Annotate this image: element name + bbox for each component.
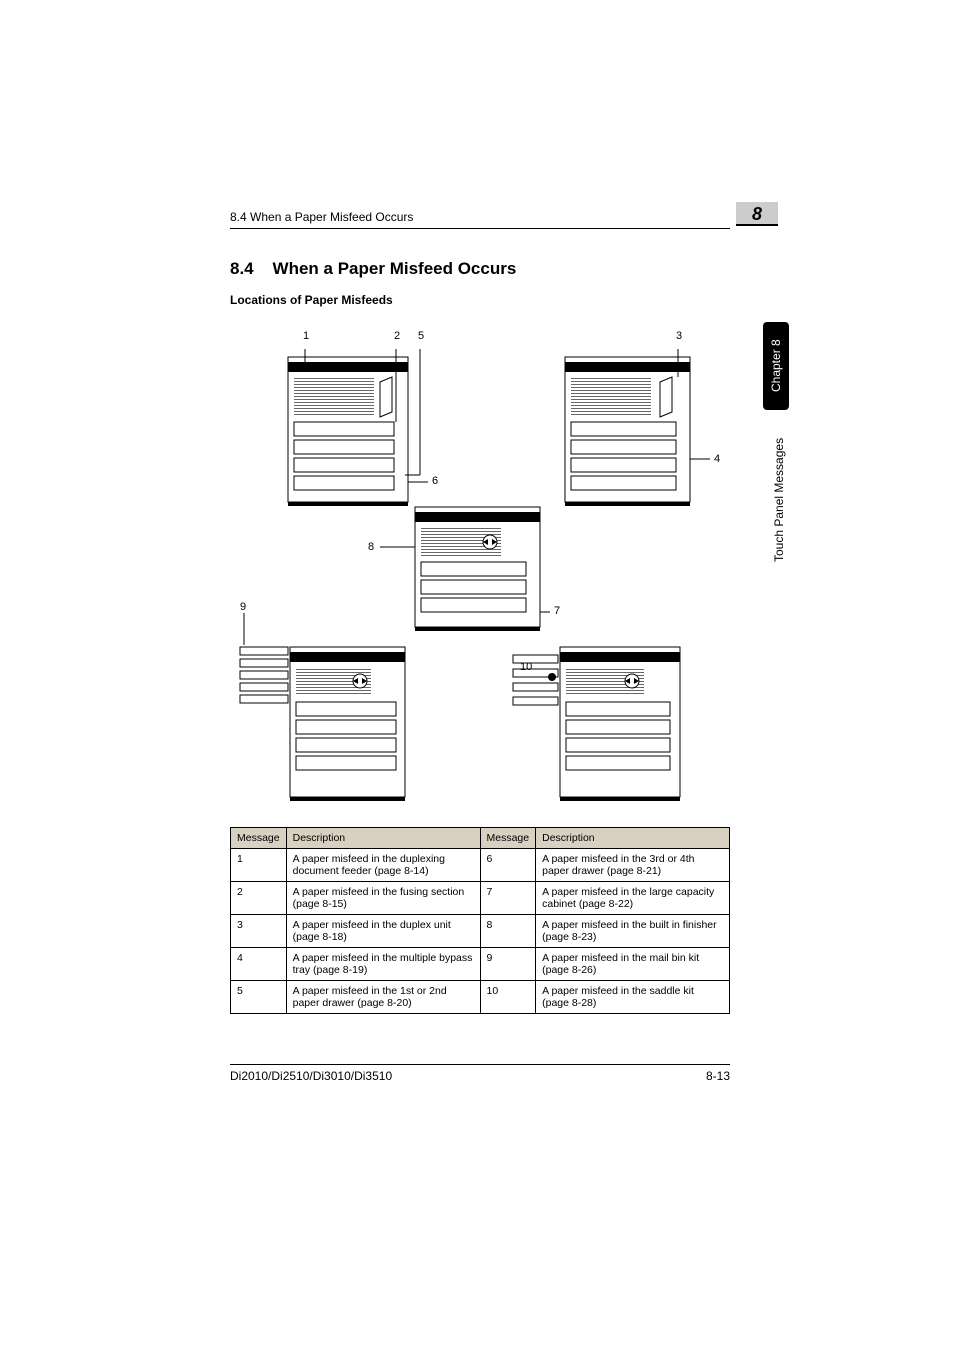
copier-1 — [288, 349, 428, 506]
copier-3 — [380, 507, 550, 631]
th-description-1: Description — [286, 828, 480, 849]
callout-4: 4 — [714, 453, 720, 465]
table-row: 1A paper misfeed in the duplexing docume… — [231, 849, 730, 882]
copier-2 — [565, 349, 710, 506]
th-message-2: Message — [480, 828, 536, 849]
section-heading: When a Paper Misfeed Occurs — [273, 259, 517, 278]
diagram-svg — [230, 327, 730, 817]
cell-message: 6 — [480, 849, 536, 882]
cell-description: A paper misfeed in the 3rd or 4th paper … — [536, 849, 730, 882]
section-title: 8.4 When a Paper Misfeed Occurs — [230, 259, 730, 279]
page-footer: Di2010/Di2510/Di3010/Di3510 8-13 — [230, 1064, 730, 1083]
cell-description: A paper misfeed in the saddle kit (page … — [536, 981, 730, 1014]
section-subtitle: Locations of Paper Misfeeds — [230, 293, 730, 307]
cell-message: 2 — [231, 882, 287, 915]
callout-8: 8 — [368, 541, 374, 553]
cell-message: 1 — [231, 849, 287, 882]
cell-description: A paper misfeed in the 1st or 2nd paper … — [286, 981, 480, 1014]
cell-description: A paper misfeed in the mail bin kit (pag… — [536, 948, 730, 981]
footer-page-number: 8-13 — [706, 1069, 730, 1083]
callout-7: 7 — [554, 605, 560, 617]
misfeed-diagram: 1 2 5 3 4 6 8 7 9 10 — [230, 327, 730, 817]
th-message-1: Message — [231, 828, 287, 849]
cell-message: 7 — [480, 882, 536, 915]
chapter-side-label: Touch Panel Messages — [772, 420, 786, 580]
cell-message: 4 — [231, 948, 287, 981]
callout-6: 6 — [432, 475, 438, 487]
cell-message: 3 — [231, 915, 287, 948]
table-row: 2A paper misfeed in the fusing section (… — [231, 882, 730, 915]
cell-description: A paper misfeed in the duplex unit (page… — [286, 915, 480, 948]
chapter-number-box: 8 — [736, 202, 778, 226]
cell-description: A paper misfeed in the built in finisher… — [536, 915, 730, 948]
callout-9: 9 — [240, 601, 246, 613]
copier-4 — [240, 613, 405, 801]
cell-description: A paper misfeed in the large capacity ca… — [536, 882, 730, 915]
th-description-2: Description — [536, 828, 730, 849]
page-header: 8.4 When a Paper Misfeed Occurs 8 — [230, 210, 730, 229]
cell-description: A paper misfeed in the fusing section (p… — [286, 882, 480, 915]
section-number: 8.4 — [230, 259, 254, 278]
callout-2: 2 — [394, 330, 400, 342]
cell-message: 9 — [480, 948, 536, 981]
callout-10: 10 — [520, 661, 532, 673]
copier-5 — [513, 647, 680, 801]
table-row: 5A paper misfeed in the 1st or 2nd paper… — [231, 981, 730, 1014]
table-row: 4A paper misfeed in the multiple bypass … — [231, 948, 730, 981]
cell-message: 5 — [231, 981, 287, 1014]
misfeed-table: Message Description Message Description … — [230, 827, 730, 1014]
cell-message: 10 — [480, 981, 536, 1014]
table-row: 3A paper misfeed in the duplex unit (pag… — [231, 915, 730, 948]
chapter-side-tab: Chapter 8 — [763, 322, 789, 410]
footer-model: Di2010/Di2510/Di3010/Di3510 — [230, 1069, 392, 1083]
cell-description: A paper misfeed in the multiple bypass t… — [286, 948, 480, 981]
callout-1: 1 — [303, 330, 309, 342]
callout-5: 5 — [418, 330, 424, 342]
cell-message: 8 — [480, 915, 536, 948]
callout-3: 3 — [676, 330, 682, 342]
cell-description: A paper misfeed in the duplexing documen… — [286, 849, 480, 882]
header-section-path: 8.4 When a Paper Misfeed Occurs — [230, 210, 413, 224]
